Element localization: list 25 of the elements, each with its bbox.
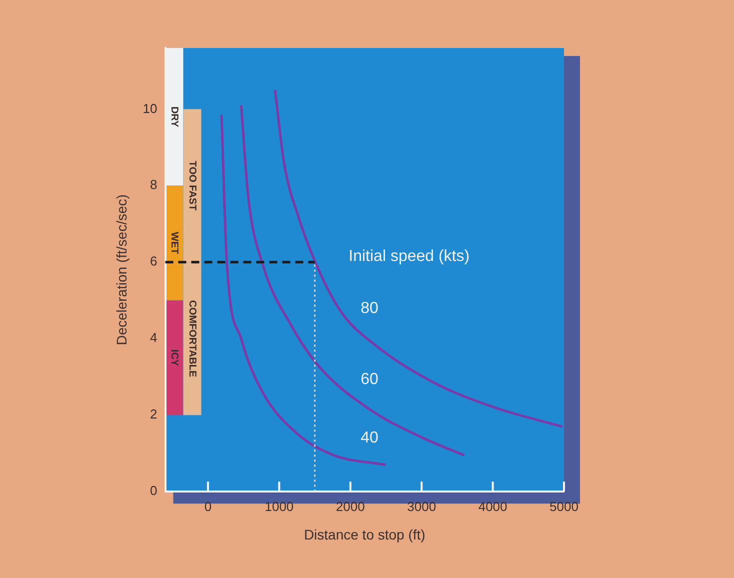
- legend-title: Initial speed (kts): [348, 248, 470, 266]
- y-tick-label: 2: [150, 406, 158, 422]
- x-tick-label: 4000: [478, 498, 508, 514]
- band-label: ICY: [168, 349, 180, 366]
- series-label: 40: [360, 430, 379, 447]
- line-series: [274, 88, 564, 428]
- y-tick-label: 6: [150, 254, 158, 269]
- x-tick-label: 1000: [264, 498, 294, 514]
- series-label: 60: [360, 371, 379, 388]
- x-axis-title: Distance to stop (ft): [304, 526, 426, 542]
- y-tick-label: 8: [150, 177, 158, 192]
- band-label: WET: [168, 232, 180, 254]
- line-series: [220, 114, 387, 466]
- y-tick-label: 4: [150, 330, 158, 346]
- y-tick-label: 10: [142, 100, 158, 116]
- series-label: 80: [360, 300, 379, 318]
- y-axis-title: Deceleration (ft/sec/sec): [113, 194, 130, 346]
- x-tick-label: 3000: [407, 498, 436, 514]
- x-tick-label: 2000: [336, 498, 365, 514]
- band-label: COMFORTABLE: [186, 300, 198, 378]
- x-tick-label: 5000: [550, 498, 578, 514]
- x-tick-label: 0: [204, 498, 212, 514]
- band-label: TOO FAST: [186, 160, 198, 211]
- y-tick-label: 0: [150, 483, 158, 498]
- band-label: DRY: [168, 106, 180, 128]
